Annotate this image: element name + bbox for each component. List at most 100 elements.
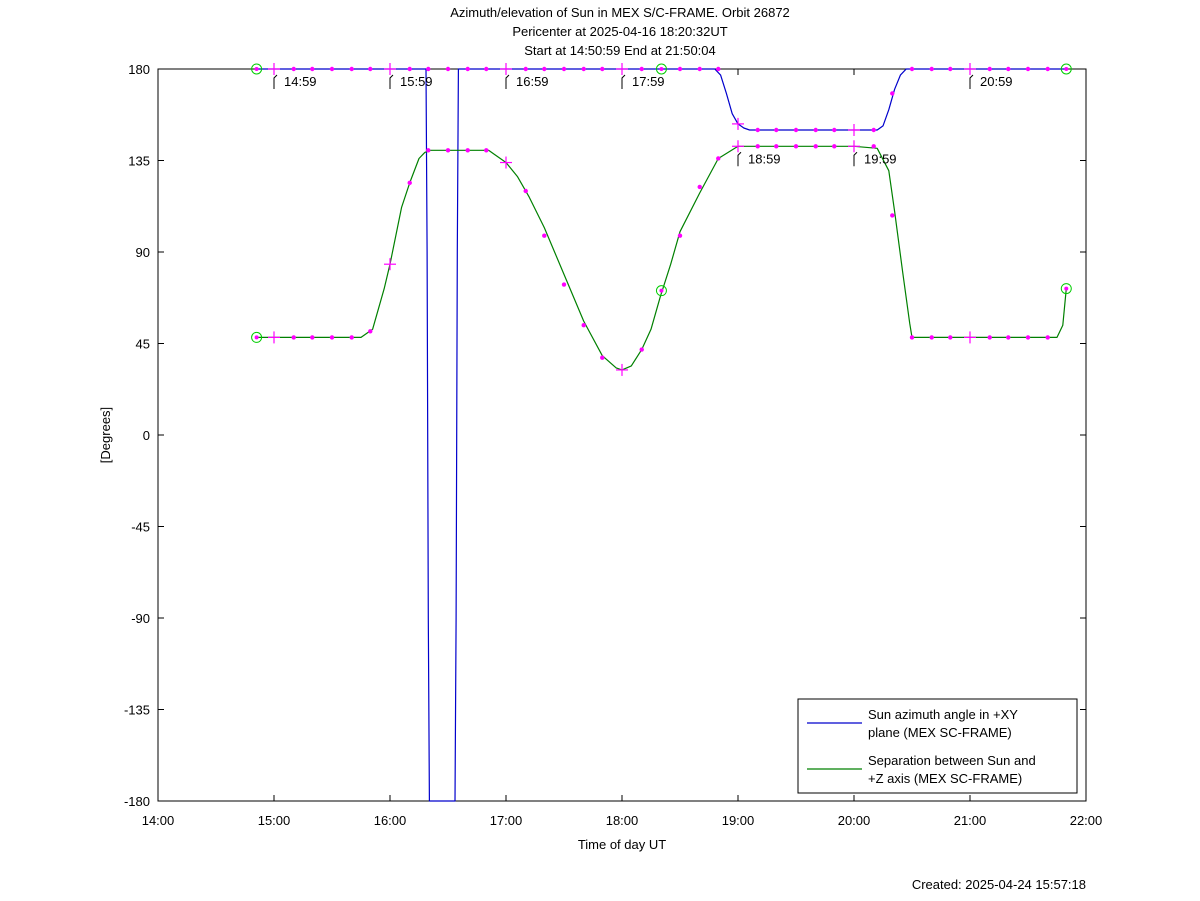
sample-dot (1025, 66, 1031, 72)
x-tick-label: 15:00 (258, 813, 291, 828)
sample-dot (755, 144, 760, 149)
hour-mark: 18:59 (737, 151, 781, 167)
sample-dot (697, 184, 702, 190)
sample-dot (310, 335, 315, 340)
chart-title: Azimuth/elevation of Sun in MEX S/C-FRAM… (450, 5, 790, 58)
hour-mark-tick (737, 151, 742, 167)
sample-dot (909, 66, 915, 72)
x-tick-label: 17:00 (490, 813, 523, 828)
sample-dot (561, 66, 567, 72)
hour-mark-tick (621, 74, 626, 89)
legend-box (797, 698, 1078, 794)
sample-dot (407, 66, 412, 72)
sample-dot (774, 144, 779, 149)
hour-mark-tick (853, 151, 858, 167)
sample-dot (987, 66, 992, 72)
event-center-dot (659, 288, 664, 293)
sample-dot (1025, 335, 1031, 340)
hour-mark: 17:59 (621, 74, 665, 89)
hour-cross (268, 63, 280, 75)
x-tick-label: 14:00 (142, 813, 175, 828)
event-center-dot (659, 67, 664, 71)
series-lines (256, 68, 1067, 802)
sample-dot (1045, 335, 1050, 340)
hour-mark-label: 16:59 (516, 74, 549, 89)
sample-dot (329, 66, 335, 72)
hour-cross (616, 363, 628, 376)
hour-mark-label: 18:59 (748, 151, 781, 166)
sample-dot (1006, 66, 1011, 72)
y-tick-label: 135 (128, 154, 150, 169)
y-tick-label: 0 (143, 428, 150, 443)
sample-dot (871, 144, 876, 149)
sample-dot (542, 233, 547, 238)
sample-dot (561, 282, 567, 287)
hour-cross (848, 124, 860, 136)
event-circle (251, 331, 263, 343)
legend: Sun azimuth angle in +XY plane (MEX SC-FR… (797, 698, 1078, 794)
hour-mark-label: 20:59 (980, 74, 1013, 89)
sample-dot (793, 127, 799, 133)
event-circle (251, 63, 263, 75)
sample-dot (871, 127, 876, 133)
series-line-2 (256, 145, 1067, 371)
event-center-dot (254, 67, 259, 71)
sample-dot (600, 66, 605, 72)
hour-marks: 14:59 15:59 16:59 17:59 18:59 19:59 20:59 (273, 74, 1013, 167)
sample-dot (774, 127, 779, 133)
sample-dot (600, 355, 605, 360)
event-circle (1060, 283, 1072, 295)
hour-cross (964, 63, 976, 75)
event-circle (1060, 63, 1072, 75)
sample-dot (1006, 335, 1011, 340)
y-tick-label: 45 (136, 337, 150, 352)
y-tick-label: -45 (131, 520, 150, 535)
y-tick-label: -180 (124, 794, 150, 809)
sample-dot (890, 213, 895, 218)
x-tick-label: 16:00 (374, 813, 407, 828)
y-tick-label: -135 (124, 703, 150, 718)
sample-dot (310, 66, 315, 72)
x-tick-label: 21:00 (954, 813, 987, 828)
sample-dot (349, 335, 354, 340)
sample-dot (349, 66, 354, 72)
hour-mark-tick (969, 74, 974, 89)
y-tick-label: 90 (136, 245, 150, 260)
title-line: Start at 14:50:59 End at 21:50:04 (524, 43, 716, 58)
sample-dot (793, 144, 799, 149)
event-center-dot (1064, 67, 1069, 71)
sample-dot (368, 66, 373, 72)
y-tick-label: 180 (128, 62, 150, 77)
sample-dot (291, 66, 296, 72)
sample-dot (445, 66, 451, 72)
sample-dot (755, 127, 760, 133)
sample-dot (484, 66, 489, 72)
y-axis-label: [Degrees] (98, 407, 113, 463)
sample-dot (407, 180, 412, 186)
hour-mark: 14:59 (273, 74, 317, 89)
sample-dot (639, 66, 644, 72)
sample-dot (542, 66, 547, 72)
sample-dot (832, 127, 837, 133)
hour-cross (500, 63, 512, 75)
hour-mark-label: 14:59 (284, 74, 317, 89)
y-tick-label: -90 (131, 611, 150, 626)
sample-dot (832, 144, 837, 149)
hour-cross (848, 140, 860, 153)
hour-cross (732, 117, 744, 130)
hour-mark: 16:59 (505, 74, 549, 89)
sample-dot (1045, 66, 1050, 72)
hour-mark-tick (505, 74, 510, 89)
legend-label: Separation between Sun and (868, 753, 1036, 768)
event-center-dot (1064, 286, 1069, 291)
hour-mark-label: 15:59 (400, 74, 433, 89)
sample-dot (813, 127, 818, 133)
sample-dot (291, 335, 296, 340)
markers (251, 63, 1072, 376)
hour-cross (964, 331, 976, 344)
hour-cross (500, 156, 512, 169)
title-line: Azimuth/elevation of Sun in MEX S/C-FRAM… (450, 5, 790, 20)
sample-dot (484, 148, 489, 153)
sample-dot (368, 329, 373, 334)
